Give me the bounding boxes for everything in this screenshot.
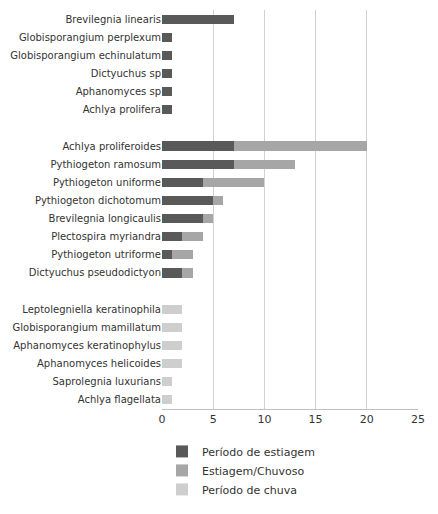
svg-text:Achlya proliferoides: Achlya proliferoides: [62, 141, 161, 152]
svg-text:Pythiogeton dichotomum: Pythiogeton dichotomum: [35, 195, 161, 206]
svg-text:15: 15: [309, 413, 323, 426]
svg-text:Aphanomyces helicoides: Aphanomyces helicoides: [37, 358, 161, 369]
svg-text:25: 25: [411, 413, 425, 426]
svg-text:Aphanomyces keratinophylus: Aphanomyces keratinophylus: [13, 340, 161, 351]
svg-text:0: 0: [159, 413, 166, 426]
svg-text:Pythiogeton uniforme: Pythiogeton uniforme: [53, 177, 161, 188]
svg-text:5: 5: [210, 413, 217, 426]
svg-text:Brevilegnia linearis: Brevilegnia linearis: [65, 14, 161, 25]
svg-text:Pythiogeton ramosum: Pythiogeton ramosum: [50, 159, 161, 170]
svg-text:Plectospira myriandra: Plectospira myriandra: [51, 231, 161, 242]
svg-text:Saprolegnia luxurians: Saprolegnia luxurians: [53, 376, 161, 387]
svg-text:Período de estiagem: Período de estiagem: [202, 446, 315, 459]
svg-text:20: 20: [360, 413, 374, 426]
svg-text:Aphanomyces sp: Aphanomyces sp: [76, 86, 161, 97]
svg-text:Brevilegnia longicaulis: Brevilegnia longicaulis: [49, 213, 161, 224]
svg-text:Dictyuchus pseudodictyon: Dictyuchus pseudodictyon: [29, 267, 161, 278]
svg-text:Globisporangium mamillatum: Globisporangium mamillatum: [13, 322, 161, 333]
svg-text:Achlya flagellata: Achlya flagellata: [78, 394, 161, 405]
svg-text:Estiagem/Chuvoso: Estiagem/Chuvoso: [202, 465, 305, 478]
svg-text:Globisporangium echinulatum: Globisporangium echinulatum: [10, 50, 161, 61]
svg-text:Globisporangium perplexum: Globisporangium perplexum: [19, 32, 161, 43]
svg-text:Pythiogeton utriforme: Pythiogeton utriforme: [51, 249, 161, 260]
svg-text:10: 10: [257, 413, 271, 426]
svg-text:Achlya prolifera: Achlya prolifera: [83, 104, 161, 115]
svg-text:Período de chuva: Período de chuva: [202, 484, 297, 497]
svg-text:Dictyuchus sp: Dictyuchus sp: [91, 68, 161, 79]
svg-text:Leptolegniella keratinophila: Leptolegniella keratinophila: [22, 304, 161, 315]
